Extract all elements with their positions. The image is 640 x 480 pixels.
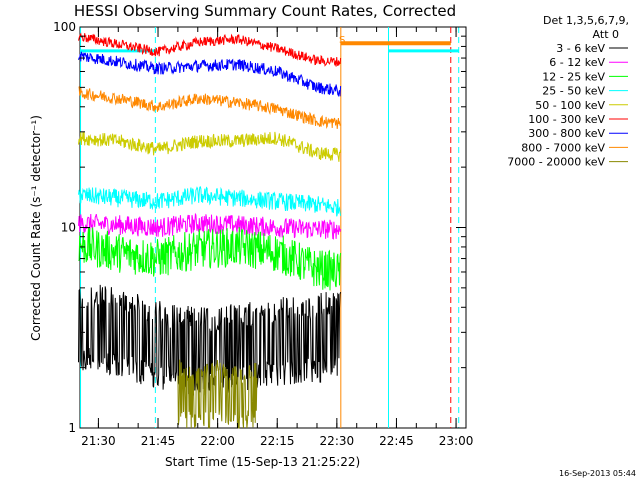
legend-label: 25 - 50 keV xyxy=(542,85,605,98)
legend-label: 50 - 100 keV xyxy=(535,99,605,112)
x-tick-label: 22:45 xyxy=(379,434,414,448)
y-axis-label: Corrected Count Rate (s⁻¹ detector⁻¹) xyxy=(29,115,43,341)
legend-label: 100 - 300 keV xyxy=(528,113,605,126)
series-layer xyxy=(78,32,342,429)
series-line-6 xyxy=(78,51,342,98)
y-tick-label: 1 xyxy=(68,421,76,435)
legend-label: 7000 - 20000 keV xyxy=(507,156,605,169)
series-line-3 xyxy=(78,186,342,217)
legend-header-attenuator: Att 0 xyxy=(593,28,619,41)
series-line-4 xyxy=(78,131,342,162)
legend-label: 6 - 12 keV xyxy=(549,56,605,69)
chart-title: HESSI Observing Summary Count Rates, Cor… xyxy=(74,2,456,20)
series-line-2 xyxy=(78,227,342,291)
legend-label: 3 - 6 keV xyxy=(556,42,605,55)
x-axis: 21:30 21:45 22:00 22:15 22:30 22:45 23:00 xyxy=(81,27,473,448)
x-tick-label: 22:15 xyxy=(260,434,295,448)
legend-header-detectors: Det 1,3,5,6,7,9, xyxy=(543,14,629,27)
series-line-7 xyxy=(78,86,341,129)
annotation-s: S xyxy=(339,35,345,46)
x-tick-label: 23:00 xyxy=(439,434,474,448)
y-tick-label: 10 xyxy=(61,221,76,235)
x-tick-label: 22:00 xyxy=(200,434,235,448)
legend-label: 800 - 7000 keV xyxy=(521,141,605,154)
y-axis: 1 10 100 xyxy=(53,20,466,435)
x-tick-label: 21:30 xyxy=(81,434,116,448)
series-line-0 xyxy=(78,284,342,396)
x-tick-label: 21:45 xyxy=(141,434,176,448)
x-tick-label: 22:30 xyxy=(320,434,355,448)
y-tick-label: 100 xyxy=(53,20,76,34)
series-line-1 xyxy=(78,212,342,240)
legend-label: 12 - 25 keV xyxy=(542,70,605,83)
legend-label: 300 - 800 keV xyxy=(528,127,605,140)
series-line-5 xyxy=(78,32,342,67)
x-axis-label: Start Time (15-Sep-13 21:25:22) xyxy=(165,455,360,469)
footer-date: 16-Sep-2013 05:44 xyxy=(559,469,636,478)
series-line-8 xyxy=(177,359,258,429)
